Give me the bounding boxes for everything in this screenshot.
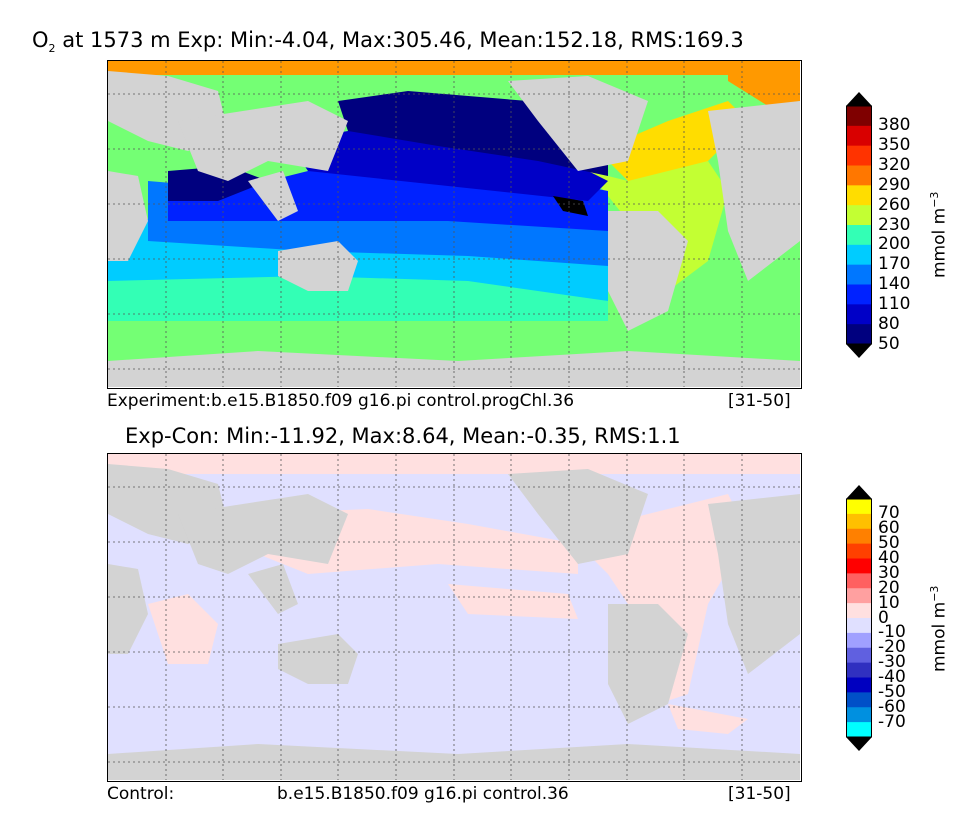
colorbar-tick-label: 350 (878, 135, 911, 156)
colorbar-tick-label: 0 (878, 607, 889, 628)
colorbar-swatch (846, 543, 872, 559)
bottom-difference-map (107, 453, 802, 782)
colorbar-tick-label: 140 (878, 274, 911, 294)
bottom-colorbar (846, 485, 872, 751)
colorbar-tick-label: 70 (878, 503, 900, 524)
colorbar-tick-label: 290 (878, 174, 911, 195)
top-experiment-caption: Experiment:b.e15.B1850.f09 g16.pi contro… (107, 391, 575, 411)
colorbar-swatch (846, 225, 872, 246)
colorbar-tick-label: 40 (878, 548, 900, 568)
colorbar-tick-label: -40 (878, 667, 906, 687)
colorbar-tick-label: -70 (878, 711, 906, 732)
colorbar-tick-label: -20 (878, 637, 906, 658)
bottom-map-title: Exp-Con: Min:-11.92, Max:8.64, Mean:-0.3… (125, 424, 681, 448)
colorbar-tick-label: 50 (878, 333, 900, 354)
colorbar-swatch (846, 284, 872, 305)
colorbar-tick-label: 110 (878, 293, 911, 314)
colorbar-swatch (846, 499, 872, 515)
top-colorbar-unit: mmol m−3 (928, 191, 950, 278)
colorbar-tick-label: -10 (878, 622, 906, 643)
colorbar-swatch (846, 205, 872, 226)
colorbar-swatch (846, 632, 872, 649)
colorbar-swatch (846, 662, 872, 678)
top-oxygen-map (107, 60, 802, 389)
colorbar-tick-label: 170 (878, 254, 911, 275)
colorbar-swatch (846, 707, 872, 723)
colorbar-tick-label: 50 (878, 533, 900, 554)
colorbar-swatch (846, 573, 872, 589)
top-map-title: O2 at 1573 m Exp: Min:-4.04, Max:305.46,… (32, 28, 744, 56)
colorbar-under-arrow (846, 344, 872, 358)
colorbar-swatch (846, 647, 872, 664)
colorbar-swatch (846, 264, 872, 285)
colorbar-under-arrow (846, 737, 872, 751)
colorbar-swatch (846, 528, 872, 545)
top-colorbar (846, 92, 872, 358)
colorbar-swatch (846, 244, 872, 266)
colorbar-swatch (846, 618, 872, 634)
colorbar-over-arrow (846, 485, 872, 499)
colorbar-swatch (846, 558, 872, 574)
colorbar-swatch (846, 722, 872, 738)
colorbar-swatch (846, 603, 872, 619)
bottom-period-caption: [31-50] (728, 784, 791, 804)
colorbar-tick-label: 10 (878, 592, 900, 613)
colorbar-swatch (846, 513, 872, 530)
colorbar-swatch (846, 106, 872, 127)
colorbar-swatch (846, 692, 872, 708)
colorbar-swatch (846, 304, 872, 325)
colorbar-swatch (846, 588, 872, 604)
colorbar-tick-label: 20 (878, 577, 900, 598)
colorbar-tick-label: -30 (878, 652, 906, 673)
colorbar-tick-label: 380 (878, 115, 911, 136)
bottom-control-label: Control: (107, 784, 175, 804)
colorbar-swatch (846, 677, 872, 693)
colorbar-swatch (846, 145, 872, 166)
colorbar-tick-label: 80 (878, 313, 900, 334)
colorbar-tick-label: -60 (878, 696, 906, 717)
bottom-colorbar-unit: mmol m−3 (928, 585, 950, 672)
colorbar-tick-label: 200 (878, 234, 911, 255)
colorbar-swatch (846, 185, 872, 206)
colorbar-swatch (846, 324, 872, 345)
colorbar-tick-label: 60 (878, 518, 900, 539)
top-period-caption: [31-50] (728, 391, 791, 411)
colorbar-tick-label: 260 (878, 194, 911, 215)
colorbar-over-arrow (846, 92, 872, 106)
bottom-control-caption: b.e15.B1850.f09 g16.pi control.36 (277, 784, 569, 804)
colorbar-tick-label: 320 (878, 155, 911, 175)
colorbar-swatch (846, 125, 872, 147)
colorbar-tick-label: -50 (878, 681, 906, 702)
colorbar-tick-label: 30 (878, 562, 900, 583)
colorbar-tick-label: 230 (878, 214, 911, 235)
colorbar-swatch (846, 165, 872, 186)
